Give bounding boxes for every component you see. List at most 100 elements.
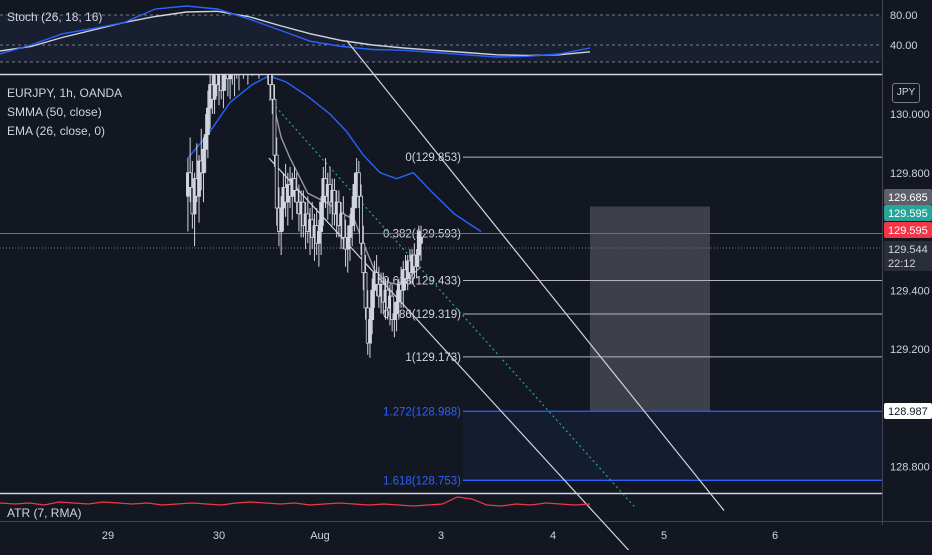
candle-body [394,301,399,315]
candle-body [348,225,352,238]
candle [361,225,366,291]
candle-body [272,98,277,156]
price-badge-label: 129.595 [888,225,928,237]
candle-body [214,75,219,86]
candle [356,161,361,208]
price-axis-tick: 129.800 [890,168,930,180]
candle [414,249,419,279]
price-badge [884,222,932,238]
candle-body [363,272,368,309]
candle [363,255,368,320]
candle-body [231,61,234,73]
candle-body [401,269,406,291]
candle [419,225,423,261]
candle-body [279,207,284,232]
candle-body [352,184,357,209]
time-axis-label: 30 [213,530,225,542]
fib-level-label: 1(129.173) [405,352,461,364]
candle-body [268,75,272,86]
price-axis-tick: 130.000 [890,109,930,121]
candle-body [359,195,363,244]
candle-body [368,319,372,344]
candle-body [356,172,361,197]
candle [225,75,230,97]
atr-line [0,496,591,507]
candle-body [294,189,299,203]
time-axis-label: 4 [550,530,556,542]
candle [341,196,346,250]
stoch-band [0,15,882,62]
candle [285,172,290,226]
price-badge-label: 129.685 [888,192,928,204]
candle [214,75,219,97]
candle [203,114,208,173]
candle-body [203,134,208,150]
candle-body [390,295,395,321]
currency-badge[interactable]: JPY [892,83,920,103]
candle [270,75,275,114]
candle [390,284,395,332]
stoch-legend[interactable]: Stoch (26, 18, 16) [7,10,103,24]
candle [274,137,279,226]
candle-body [374,272,379,285]
candle [359,184,363,255]
fib-level-label: 1.272(128.988) [383,406,461,418]
price-axis-tick: 129.400 [890,285,930,297]
candle [197,155,201,223]
candle [231,61,234,85]
fib-level-label: 1.618(128.753) [383,475,461,487]
candle [221,75,226,109]
candle-body [188,172,193,188]
candle [352,172,357,232]
stoch-k-line [0,5,591,58]
candle [234,75,236,97]
smma-line [187,75,482,233]
candle-body [419,236,423,244]
candle-body [319,201,324,232]
candle [394,290,399,332]
price-axis-tick: 129.200 [890,344,930,356]
candle-body [316,231,321,244]
candle-body [414,254,419,268]
smma-legend[interactable]: SMMA (50, close) [7,105,102,119]
candle-body [228,75,233,80]
time-axis-label: 3 [438,530,444,542]
candle [279,196,284,255]
price-badge [884,189,932,205]
stoch-level-label: 80.00 [890,10,918,22]
candle [374,255,379,297]
candle-body [205,107,210,135]
candle [350,196,355,247]
ema-legend[interactable]: EMA (26, close, 0) [7,124,106,138]
candle [370,278,375,335]
fib-level-label: 0.786(129.319) [383,309,461,321]
time-axis-label: 5 [661,530,667,542]
price-badge-label: 129.544 [888,244,928,256]
candle [188,137,193,203]
candle-body [270,84,275,100]
atr-legend[interactable]: ATR (7, RMA) [7,506,82,520]
candle-body [345,236,350,250]
price-axis-tick: 128.800 [890,462,930,474]
candle [205,90,210,159]
candle-body [225,75,230,80]
price-badge [884,241,932,257]
channel-lower-line [268,157,634,555]
candle-body [292,178,297,191]
fib-level-label: 0.382(129.593) [383,229,461,241]
candle [272,84,277,167]
price-badge-label: 129.595 [888,208,928,220]
time-axis-label: 29 [102,530,114,542]
candle-body [221,75,226,91]
symbol-title[interactable]: EURJPY, 1h, OANDA [7,86,123,100]
candle [201,137,206,203]
candle-body [350,207,355,227]
candle [292,166,297,203]
channel-upper-line [346,40,725,511]
candle [368,307,372,358]
candle-body [392,313,397,321]
price-badge-label: 128.987 [888,406,928,418]
stoch-d-line [0,10,591,57]
